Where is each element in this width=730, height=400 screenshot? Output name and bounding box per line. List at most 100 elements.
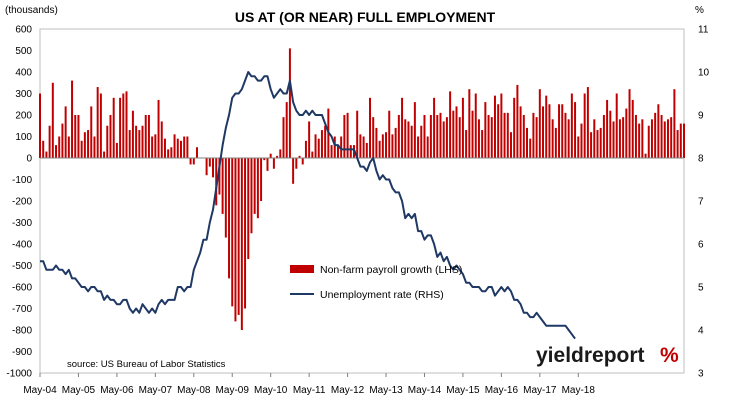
payroll-bar — [490, 117, 493, 158]
payroll-bar — [487, 115, 490, 158]
payroll-bar — [314, 134, 317, 158]
payroll-bar — [234, 158, 237, 322]
plot-frame — [39, 28, 685, 374]
payroll-bar — [173, 134, 176, 158]
payroll-bar — [122, 93, 125, 158]
payroll-bar — [131, 110, 134, 158]
left-tick-label: 0 — [26, 154, 32, 165]
payroll-bar — [436, 115, 439, 158]
payroll-bar — [317, 138, 320, 158]
payroll-bar — [99, 93, 102, 158]
x-tick-label: May-18 — [562, 385, 596, 396]
payroll-bar — [266, 158, 269, 171]
payroll-bar — [58, 136, 61, 158]
payroll-bar — [237, 158, 240, 315]
payroll-bar — [429, 115, 432, 158]
x-axis: May-04 May-05 May-06 May-07 May-08 May-09 May-… — [23, 373, 595, 396]
payroll-bar — [445, 117, 448, 158]
right-tick-label: 10 — [698, 68, 710, 79]
left-tick-label: -100 — [12, 175, 32, 186]
payroll-bar — [71, 80, 74, 158]
right-tick-label: 6 — [698, 240, 704, 251]
payroll-bar — [513, 97, 516, 158]
x-tick-label: May-09 — [216, 385, 250, 396]
payroll-bar — [304, 140, 307, 158]
payroll-bar — [285, 102, 288, 158]
payroll-bar — [144, 115, 147, 158]
payroll-bar — [336, 145, 339, 158]
payroll-bar — [365, 142, 368, 158]
payroll-bar — [631, 99, 634, 158]
left-tick-label: -1000 — [6, 369, 32, 380]
payroll-bar — [55, 145, 58, 158]
left-tick-label: -900 — [12, 347, 32, 358]
payroll-bar — [138, 130, 141, 158]
payroll-bar — [147, 115, 150, 158]
payroll-bar — [644, 153, 647, 158]
payroll-bar — [442, 121, 445, 158]
payroll-bar — [679, 123, 682, 158]
payroll-bar — [542, 106, 545, 158]
logo-percent-mark: % — [660, 344, 679, 367]
x-tick-label: May-07 — [139, 385, 173, 396]
payroll-bar — [154, 134, 157, 158]
payroll-bar — [468, 89, 471, 158]
payroll-bar — [160, 121, 163, 158]
payroll-bar — [346, 112, 349, 158]
payroll-bar — [567, 119, 570, 158]
payroll-bar — [151, 136, 154, 158]
payroll-bar — [484, 102, 487, 158]
left-tick-label: -200 — [12, 197, 32, 208]
payroll-bar — [612, 121, 615, 158]
payroll-bar — [269, 153, 272, 158]
payroll-bar — [529, 138, 532, 158]
left-axis: 600 500 400 300 200 100 0 -100 -200 -300 -400 -500 -… — [6, 25, 32, 380]
payroll-bar — [526, 127, 528, 158]
payroll-bar — [670, 117, 673, 158]
left-tick-label: -700 — [12, 304, 32, 315]
payroll-bar — [420, 125, 423, 158]
payroll-bar — [192, 158, 195, 165]
payroll-bar — [394, 127, 397, 158]
payroll-bar — [64, 106, 67, 158]
payroll-bar — [449, 91, 452, 158]
payroll-bar — [42, 140, 45, 158]
right-axis: 11 10 9 8 7 6 5 4 3 — [698, 25, 710, 380]
payroll-bar — [369, 97, 372, 158]
payroll-bar — [362, 136, 365, 158]
payroll-bar — [183, 136, 186, 158]
payroll-bar — [170, 147, 173, 158]
payroll-bar — [48, 125, 51, 158]
payroll-bar — [404, 119, 407, 158]
x-tick-label: May-04 — [23, 385, 57, 396]
payroll-bar — [205, 158, 208, 176]
payroll-bar — [471, 110, 474, 158]
payroll-bar — [650, 119, 653, 158]
payroll-bar — [509, 132, 512, 158]
payroll-bar — [455, 106, 458, 158]
payroll-bar — [112, 97, 115, 158]
payroll-bar — [119, 97, 122, 158]
payroll-bar — [654, 112, 657, 158]
unemployment-line — [40, 71, 576, 340]
payroll-bar — [426, 136, 429, 158]
payroll-bar — [301, 158, 304, 165]
payroll-bar — [276, 155, 279, 158]
payroll-bar — [548, 104, 551, 158]
chart-title: US AT (OR NEAR) FULL EMPLOYMENT — [235, 9, 496, 25]
payroll-bar — [106, 125, 109, 158]
right-tick-label: 8 — [698, 154, 704, 165]
payroll-bar — [638, 123, 641, 158]
payroll-bar — [77, 115, 80, 158]
payroll-bar — [538, 89, 541, 158]
payroll-bar — [574, 102, 577, 158]
payroll-bar — [141, 125, 144, 158]
payroll-bar — [481, 130, 484, 158]
payroll-bar — [615, 93, 618, 158]
payroll-bar — [500, 93, 503, 158]
payroll-bar — [433, 97, 436, 158]
payroll-bar — [586, 87, 589, 158]
payroll-bar — [250, 158, 253, 234]
payroll-bar — [228, 158, 231, 279]
payroll-bar — [519, 106, 522, 158]
